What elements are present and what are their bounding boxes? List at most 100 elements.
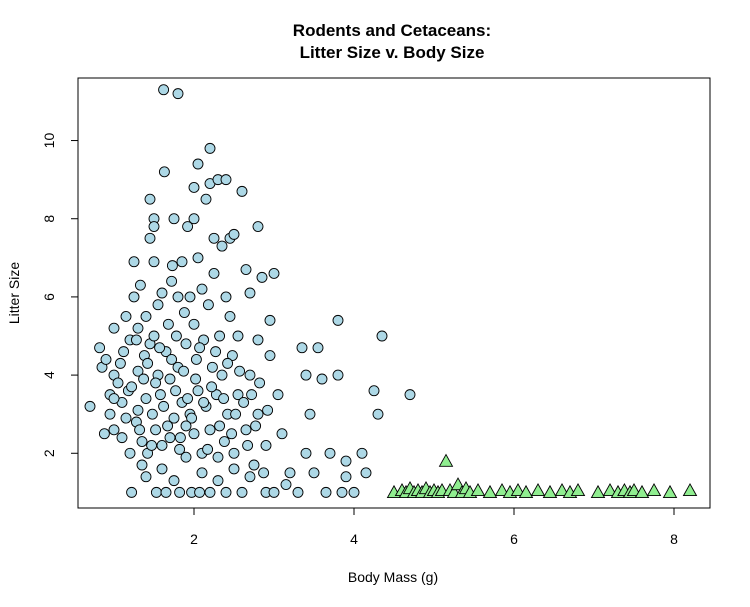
circle-point [188, 182, 200, 193]
circle-point [180, 451, 192, 463]
circle-point [132, 404, 144, 416]
triangle-point [634, 484, 650, 499]
triangle-point [570, 482, 586, 497]
circle-point [108, 424, 120, 436]
circle-point [134, 424, 146, 436]
circle-point [242, 440, 254, 451]
circle-point [140, 471, 152, 483]
circle-point [250, 420, 262, 432]
triangle-point [530, 482, 546, 497]
triangle-point [518, 484, 534, 499]
triangle-point [554, 482, 570, 497]
circle-point [170, 385, 182, 397]
circle-point [118, 346, 130, 358]
circle-point [164, 432, 176, 444]
circle-point [320, 486, 332, 498]
circle-point [140, 393, 152, 404]
circle-point [220, 174, 232, 186]
circle-point [262, 404, 274, 416]
circle-point [190, 373, 202, 385]
circle-point [308, 467, 320, 479]
circle-point [196, 467, 208, 479]
plot-frame [77, 77, 711, 509]
circle-point [404, 389, 416, 401]
triangle-point [602, 482, 618, 497]
circle-point [252, 221, 264, 232]
circle-point [228, 447, 240, 459]
circle-point [108, 322, 120, 334]
triangle-point [510, 482, 526, 497]
circle-point [236, 486, 248, 498]
circle-point [376, 330, 388, 342]
circle-point [138, 373, 150, 385]
circle-point [168, 475, 180, 487]
circle-point [212, 475, 224, 487]
circle-point [210, 346, 222, 358]
triangle-point [590, 484, 606, 499]
y-tick-label: 10 [41, 133, 57, 149]
circle-point [300, 369, 312, 381]
circle-point [144, 232, 156, 244]
circle-point [228, 228, 240, 240]
circle-point [268, 268, 280, 279]
circle-point [204, 486, 216, 498]
circle-point [148, 256, 160, 268]
circle-point [128, 291, 140, 303]
circle-point [188, 213, 200, 225]
triangle-point [646, 482, 662, 497]
circle-point [238, 397, 250, 408]
y-axis: 2 4 6 8 10 [41, 133, 79, 457]
circle-point [166, 354, 178, 365]
circle-point [162, 420, 174, 432]
circle-point [146, 440, 158, 451]
circle-point [140, 311, 152, 322]
circle-point [148, 221, 160, 232]
circle-point [336, 486, 348, 498]
x-tick-label: 6 [510, 531, 518, 547]
circle-point [120, 311, 132, 322]
circle-point [188, 428, 200, 440]
triangle-point [626, 482, 642, 497]
circle-point [136, 436, 148, 447]
circle-point [246, 389, 258, 401]
circle-point [260, 440, 272, 451]
circle-point [348, 486, 360, 498]
circle-point [194, 486, 206, 498]
circle-point [168, 213, 180, 225]
circle-point [202, 443, 214, 455]
circle-point [304, 408, 316, 420]
circle-point [162, 318, 174, 330]
y-axis-label: Litter Size [6, 262, 22, 324]
circle-point [216, 369, 228, 381]
circle-point [144, 193, 156, 205]
circle-point [134, 279, 146, 291]
circle-point [160, 486, 172, 498]
x-tick-label: 8 [670, 531, 678, 547]
circle-point [166, 260, 178, 272]
circle-point [150, 424, 162, 436]
circle-point [248, 459, 260, 471]
circle-point [182, 393, 194, 404]
circle-point [128, 256, 140, 268]
circle-point [244, 287, 256, 299]
circle-point [284, 467, 296, 479]
circle-point [156, 463, 168, 475]
circle-point [254, 377, 266, 389]
circle-point [220, 486, 232, 498]
circle-point [156, 440, 168, 451]
circle-point [360, 467, 372, 479]
circle-point [202, 299, 214, 311]
circle-point [148, 330, 160, 342]
triangle-point [662, 484, 678, 499]
circle-point [156, 287, 168, 299]
circle-point [198, 397, 210, 408]
circle-point [240, 264, 252, 275]
y-tick-label: 4 [41, 371, 57, 379]
circle-point [228, 463, 240, 475]
circle-point [268, 486, 280, 498]
circle-point [204, 142, 216, 154]
circle-point [226, 428, 238, 440]
circle-point [316, 373, 328, 385]
circle-point [132, 365, 144, 377]
